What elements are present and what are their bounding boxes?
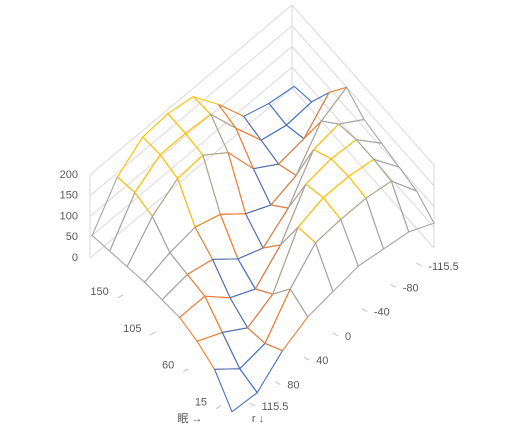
surface-cell — [252, 163, 297, 206]
surface-cell — [221, 327, 266, 370]
y-tick-label: -80 — [403, 282, 419, 294]
z-tick-label: 50 — [66, 231, 78, 243]
z-tick-label: 0 — [72, 252, 78, 264]
surface-cell — [227, 151, 272, 215]
x-tick-label: 150 — [90, 286, 108, 298]
y-tick — [249, 402, 255, 407]
y-tick-label: 115.5 — [262, 401, 289, 413]
surface-cell — [143, 251, 189, 301]
x-tick — [117, 294, 124, 299]
surface-cell — [297, 196, 342, 244]
y-tick-label: -115.5 — [428, 261, 458, 273]
surface-cell — [134, 153, 179, 218]
surface-cell — [372, 158, 419, 193]
surface-cell — [196, 331, 241, 370]
x-tick-label: 105 — [123, 323, 141, 335]
x-tick-label: 15 — [195, 397, 207, 409]
surface-cell — [186, 258, 231, 299]
y-tick-label: 40 — [316, 355, 328, 367]
surface-cell — [314, 218, 359, 293]
surface-cell — [268, 85, 313, 126]
z-tick-label: 200 — [60, 169, 78, 181]
y-tick — [275, 381, 281, 386]
surface-cell — [203, 295, 249, 334]
surface-cell — [322, 175, 367, 221]
surface-cell — [202, 152, 247, 215]
z-tick-label: 150 — [60, 190, 78, 202]
surface-cell — [151, 177, 196, 254]
x-tick — [150, 331, 156, 336]
surface-cell — [161, 273, 206, 319]
surface-cell — [289, 241, 334, 318]
surface-cell — [167, 95, 212, 135]
y-tick-label: 80 — [287, 379, 299, 391]
surface-cell — [390, 180, 435, 233]
y-tick-label: 0 — [345, 331, 351, 343]
y-tick — [416, 262, 422, 267]
surface-cell — [295, 120, 340, 176]
surface-cell — [213, 368, 259, 413]
surface-cell — [239, 342, 284, 394]
wall-grid-line — [89, 4, 435, 176]
surface-cell — [194, 213, 239, 260]
x-axis-title: 眠 → — [177, 412, 202, 425]
y-tick — [332, 332, 339, 337]
x-tick — [183, 368, 189, 373]
y-tick-label: -40 — [374, 307, 390, 319]
y-tick — [303, 356, 310, 361]
y-tick — [361, 308, 368, 313]
y-axis-title: r ↓ — [252, 413, 264, 425]
surface-cell — [264, 287, 309, 352]
surface-cell — [340, 197, 385, 267]
surface-cell — [169, 226, 214, 276]
y-tick — [390, 283, 396, 288]
surface-cell — [159, 132, 204, 180]
x-tick — [215, 405, 222, 410]
surface-cell — [304, 158, 350, 199]
surface-cell — [330, 138, 375, 178]
surface-cell — [141, 112, 187, 156]
x-tick-label: 60 — [162, 360, 174, 372]
z-tick-label: 100 — [60, 210, 78, 222]
surface-cell — [126, 215, 171, 283]
